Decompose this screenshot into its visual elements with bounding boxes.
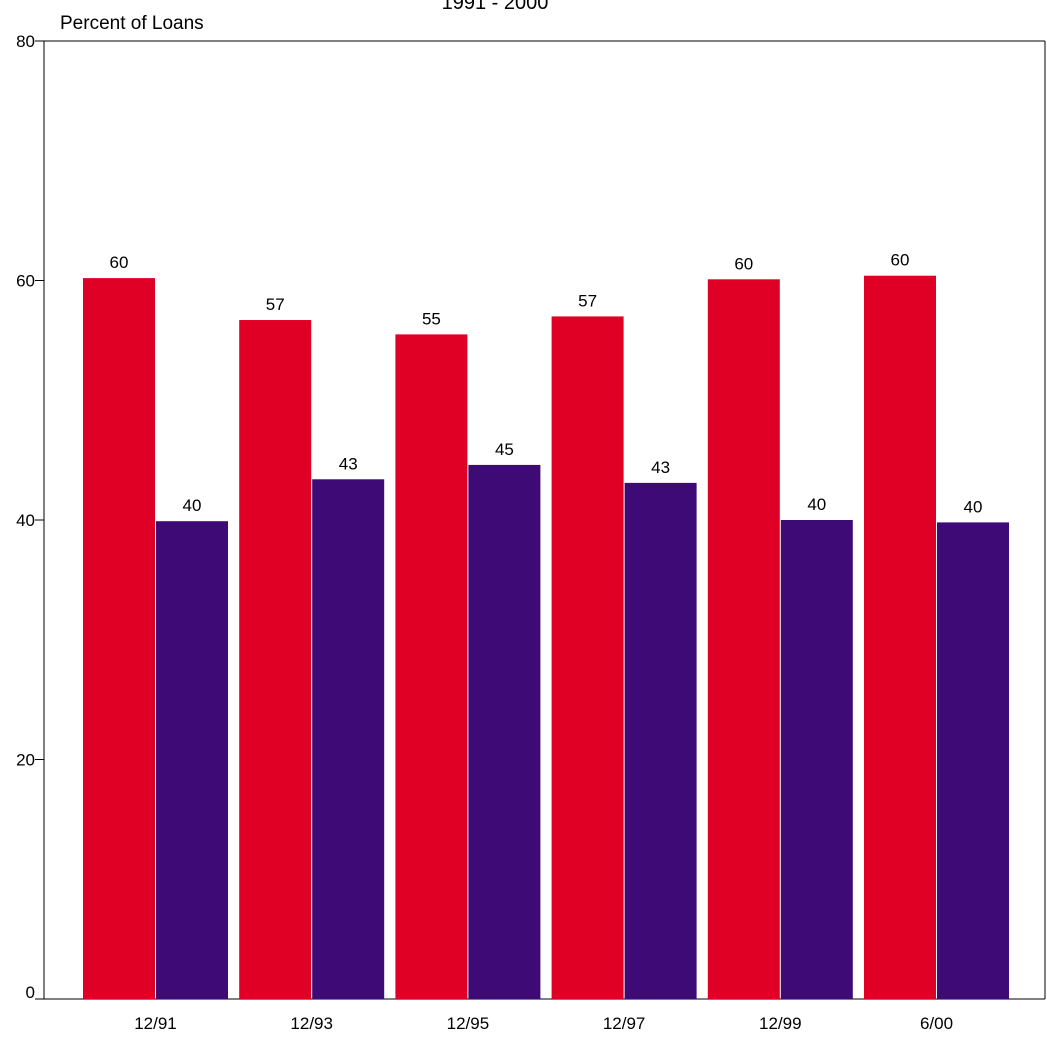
x-tick-label: 6/00 [920,1014,953,1033]
y-tick-label: 20 [16,751,35,770]
bar [937,522,1009,999]
bar [707,279,780,999]
bar [156,521,228,999]
x-tick-label: 12/95 [447,1014,490,1033]
bar [239,320,312,1000]
data-label: 45 [495,440,514,459]
bar [468,464,541,999]
y-axis-title: Percent of Loans [60,13,204,34]
x-tick-label: 12/91 [134,1014,177,1033]
y-tick-label: 40 [16,511,35,530]
y-tick-label: 80 [16,32,35,51]
data-label: 40 [807,495,826,514]
y-tick-label: 0 [26,983,35,1002]
bar [312,479,385,999]
x-tick-label: 12/99 [759,1014,802,1033]
data-label: 43 [651,458,670,477]
data-label: 60 [734,254,753,273]
data-label: 40 [183,496,202,515]
data-label: 60 [110,253,129,272]
y-tick-label: 60 [16,272,35,291]
data-label: 57 [266,295,285,314]
data-label: 40 [964,497,983,516]
data-label: 55 [422,309,441,328]
data-label: 57 [578,291,597,310]
bar [780,520,853,999]
bar [395,334,468,999]
bar [551,316,624,999]
data-label: 43 [339,454,358,473]
x-tick-label: 12/97 [603,1014,646,1033]
chart-title: 1991 - 2000 [442,0,549,14]
x-tick-label: 12/93 [290,1014,333,1033]
plot-area: 0 20 40 60 80 60 40 12/91 57 43 12/93 55 45 12/95 57 43… [16,32,1046,1033]
bar [83,278,155,1000]
bar [624,482,697,999]
data-label: 60 [891,251,910,270]
bar [864,275,936,1000]
